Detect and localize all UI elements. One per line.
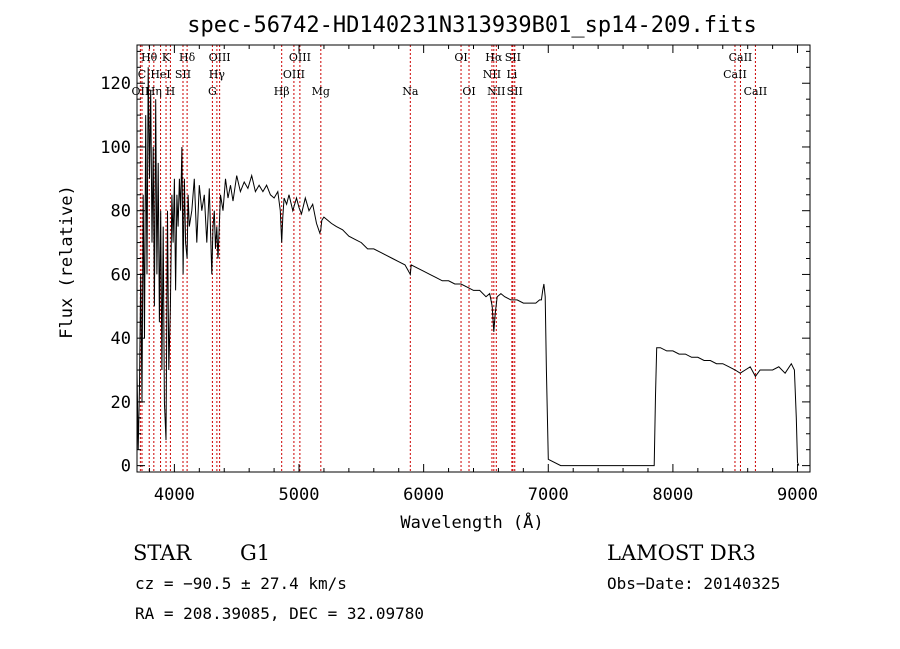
flux-series-line <box>136 67 800 467</box>
marker-label-0: Hθ <box>141 51 158 64</box>
marker-label-27: CaII <box>744 85 768 98</box>
marker-label-5: OI <box>454 51 467 64</box>
x-axis-label: Wavelength (Å) <box>400 511 543 533</box>
marker-label-11: SII <box>175 68 191 81</box>
survey-name: LAMOST DR3 <box>607 541 756 565</box>
marker-label-13: OIII <box>283 68 305 81</box>
marker-label-21: Hβ <box>274 85 290 98</box>
marker-label-24: OI <box>462 85 475 98</box>
marker-label-22: Mg <box>312 85 330 98</box>
marker-label-2: Hδ <box>179 51 196 64</box>
marker-label-14: NII <box>483 68 501 81</box>
x-tick-label-1: 5000 <box>279 485 320 505</box>
y-tick-label-5: 100 <box>100 138 131 158</box>
y-tick-label-4: 80 <box>111 202 131 222</box>
marker-label-15: Li <box>506 68 517 81</box>
y-tick-label-6: 120 <box>100 74 131 94</box>
marker-label-7: SII <box>505 51 521 64</box>
x-tick-label-5: 9000 <box>777 485 818 505</box>
x-tick-label-4: 8000 <box>652 485 693 505</box>
marker-label-16: CaII <box>723 68 747 81</box>
marker-label-4: OIII <box>289 51 311 64</box>
marker-label-17: OII <box>132 85 150 98</box>
x-tick-label-2: 6000 <box>403 485 444 505</box>
y-tick-label-3: 60 <box>111 265 131 285</box>
marker-label-12: Hγ <box>209 68 226 81</box>
marker-label-9: C <box>138 68 146 81</box>
y-tick-label-1: 20 <box>111 393 131 413</box>
chart-title: spec-56742-HD140231N313939B01_sp14-209.f… <box>187 13 757 38</box>
obs-date: Obs−Date: 20140325 <box>607 574 780 593</box>
marker-label-20: G <box>208 85 217 98</box>
marker-label-26: SII <box>507 85 523 98</box>
marker-label-3: OIII <box>209 51 231 64</box>
y-tick-label-2: 40 <box>111 329 131 349</box>
object-class: STAR <box>133 541 192 565</box>
plot-frame <box>136 44 811 473</box>
y-axis-ticks: 0 20 40 60 80 100 120 <box>100 50 810 477</box>
y-tick-label-0: 0 <box>121 457 131 477</box>
marker-label-18: Hη <box>146 85 162 98</box>
x-tick-label-3: 7000 <box>528 485 569 505</box>
marker-label-8: CaII <box>729 51 753 64</box>
coordinates: RA = 208.39085, DEC = 32.09780 <box>135 604 424 623</box>
marker-label-25: NII <box>487 85 505 98</box>
marker-label-6: Hα <box>485 51 503 64</box>
line-markers <box>139 45 756 472</box>
x-axis-ticks: 4000 5000 6000 7000 8000 9000 <box>148 45 818 505</box>
object-subclass: G1 <box>240 541 270 565</box>
redshift-readout: cz = −90.5 ± 27.4 km/s <box>135 574 347 593</box>
marker-label-23: Na <box>402 85 419 98</box>
marker-label-19: H <box>166 85 176 98</box>
y-axis-label: Flux (relative) <box>57 185 77 339</box>
x-tick-label-0: 4000 <box>154 485 195 505</box>
marker-label-1: K <box>162 51 171 64</box>
marker-label-10: HeI <box>150 68 170 81</box>
